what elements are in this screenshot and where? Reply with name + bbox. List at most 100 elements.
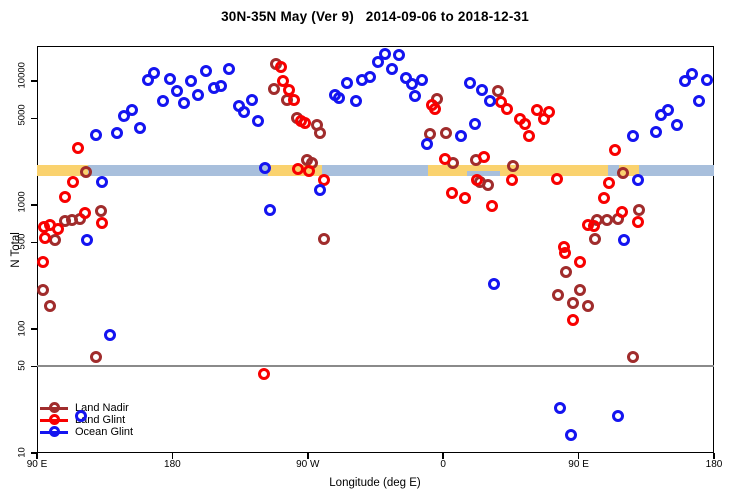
- data-point-ocean-glint: [483, 94, 496, 107]
- data-point-ocean-glint: [245, 94, 258, 107]
- data-point-ocean-glint: [650, 125, 663, 138]
- y-tick: [31, 117, 37, 120]
- data-point-ocean-glint: [686, 67, 699, 80]
- data-point-ocean-glint: [341, 77, 354, 90]
- x-axis-title: Longitude (deg E): [329, 477, 421, 489]
- data-point-ocean-glint: [463, 77, 476, 90]
- data-point-ocean-glint: [89, 128, 102, 141]
- plot-frame: [37, 46, 714, 453]
- x-tick: [171, 453, 174, 459]
- y-axis-title: N Total: [10, 232, 22, 268]
- x-tick-label: 90 W: [296, 459, 320, 470]
- data-point-ocean-glint: [148, 67, 161, 79]
- data-point-ocean-glint: [313, 183, 326, 196]
- data-point-land-glint: [632, 215, 645, 228]
- legend-label: Ocean Glint: [75, 426, 134, 438]
- legend-marker-circle: [49, 426, 60, 437]
- data-point-ocean-glint: [692, 94, 705, 107]
- data-point-land-glint: [258, 368, 271, 381]
- y-tick: [31, 241, 37, 244]
- data-point-land-glint: [66, 175, 79, 188]
- data-point-land-nadir: [423, 127, 436, 140]
- data-point-land-glint: [276, 75, 289, 87]
- band-highlight-segment: [500, 165, 609, 177]
- legend: Land Nadir Land Glint Ocean Glint: [40, 402, 170, 440]
- data-point-land-glint: [558, 240, 570, 253]
- data-point-land-glint: [78, 207, 91, 220]
- data-point-ocean-glint: [349, 94, 362, 107]
- data-point-ocean-glint: [409, 89, 422, 102]
- data-point-ocean-glint: [163, 72, 176, 85]
- x-tick-label: 0: [440, 459, 446, 470]
- y-tick-label: 5000: [16, 104, 28, 126]
- data-point-ocean-glint: [95, 175, 108, 188]
- data-point-ocean-glint: [392, 49, 405, 62]
- data-point-ocean-glint: [386, 62, 399, 75]
- data-point-ocean-glint: [364, 70, 377, 83]
- data-point-ocean-glint: [415, 73, 428, 86]
- data-point-land-glint: [522, 130, 535, 143]
- data-point-ocean-glint: [252, 114, 264, 127]
- data-point-land-glint: [38, 220, 51, 233]
- y-tick-label: 10000: [16, 62, 28, 89]
- data-point-land-glint: [477, 150, 490, 163]
- reference-line-50: [37, 365, 714, 368]
- data-point-ocean-glint: [488, 278, 501, 291]
- data-point-ocean-glint: [126, 104, 139, 117]
- y-tick: [31, 452, 37, 454]
- x-tick: [36, 453, 38, 459]
- data-point-ocean-glint: [661, 104, 674, 117]
- data-point-ocean-glint: [103, 328, 116, 341]
- data-point-ocean-glint: [264, 204, 277, 217]
- data-point-ocean-glint: [185, 75, 198, 87]
- data-point-ocean-glint: [157, 94, 170, 107]
- data-point-land-glint: [287, 94, 300, 107]
- data-point-land-nadir: [551, 289, 564, 301]
- x-tick: [577, 453, 580, 459]
- data-point-land-nadir: [80, 165, 93, 178]
- data-point-land-nadir: [616, 166, 629, 179]
- x-tick: [307, 453, 309, 459]
- data-point-land-nadir: [318, 232, 331, 245]
- data-point-land-nadir: [49, 233, 62, 246]
- legend-marker-circle: [49, 414, 60, 425]
- data-point-ocean-glint: [142, 73, 155, 86]
- data-point-land-glint: [609, 143, 621, 156]
- data-point-land-nadir: [482, 178, 495, 191]
- data-point-land-glint: [542, 106, 555, 119]
- y-tick: [31, 204, 37, 206]
- data-point-land-glint: [282, 83, 295, 96]
- data-point-ocean-glint: [259, 161, 272, 174]
- x-tick-label: 90 E: [568, 459, 589, 470]
- data-point-land-nadir: [507, 159, 519, 172]
- y-tick: [31, 365, 37, 368]
- data-point-land-glint: [429, 103, 442, 116]
- data-point-land-nadir: [440, 127, 453, 140]
- data-point-land-glint: [52, 223, 65, 236]
- data-point-ocean-glint: [476, 83, 488, 96]
- y-tick-label: 10: [16, 447, 28, 458]
- data-point-land-glint: [446, 186, 459, 199]
- data-point-land-glint: [95, 216, 108, 229]
- data-point-ocean-glint: [111, 127, 124, 140]
- data-point-land-glint: [500, 102, 513, 115]
- data-point-land-nadir: [601, 213, 614, 226]
- data-point-land-glint: [303, 164, 315, 177]
- band-highlight-segment: [467, 165, 501, 172]
- data-point-land-glint: [72, 141, 85, 154]
- data-point-ocean-glint: [222, 62, 235, 75]
- data-point-land-glint: [439, 152, 451, 165]
- y-tick: [31, 80, 37, 82]
- data-point-land-glint: [298, 117, 311, 130]
- x-tick: [442, 453, 444, 459]
- data-point-land-glint: [275, 60, 288, 73]
- data-point-ocean-glint: [199, 64, 212, 77]
- data-point-ocean-glint: [618, 233, 631, 246]
- data-point-land-glint: [292, 162, 305, 175]
- chart-title: 30N-35N May (Ver 9) 2014-09-06 to 2018-1…: [221, 9, 529, 24]
- data-point-land-nadir: [627, 350, 640, 363]
- data-point-ocean-glint: [678, 75, 691, 87]
- data-point-land-glint: [615, 205, 628, 218]
- data-point-ocean-glint: [701, 73, 714, 86]
- data-point-land-glint: [531, 104, 544, 117]
